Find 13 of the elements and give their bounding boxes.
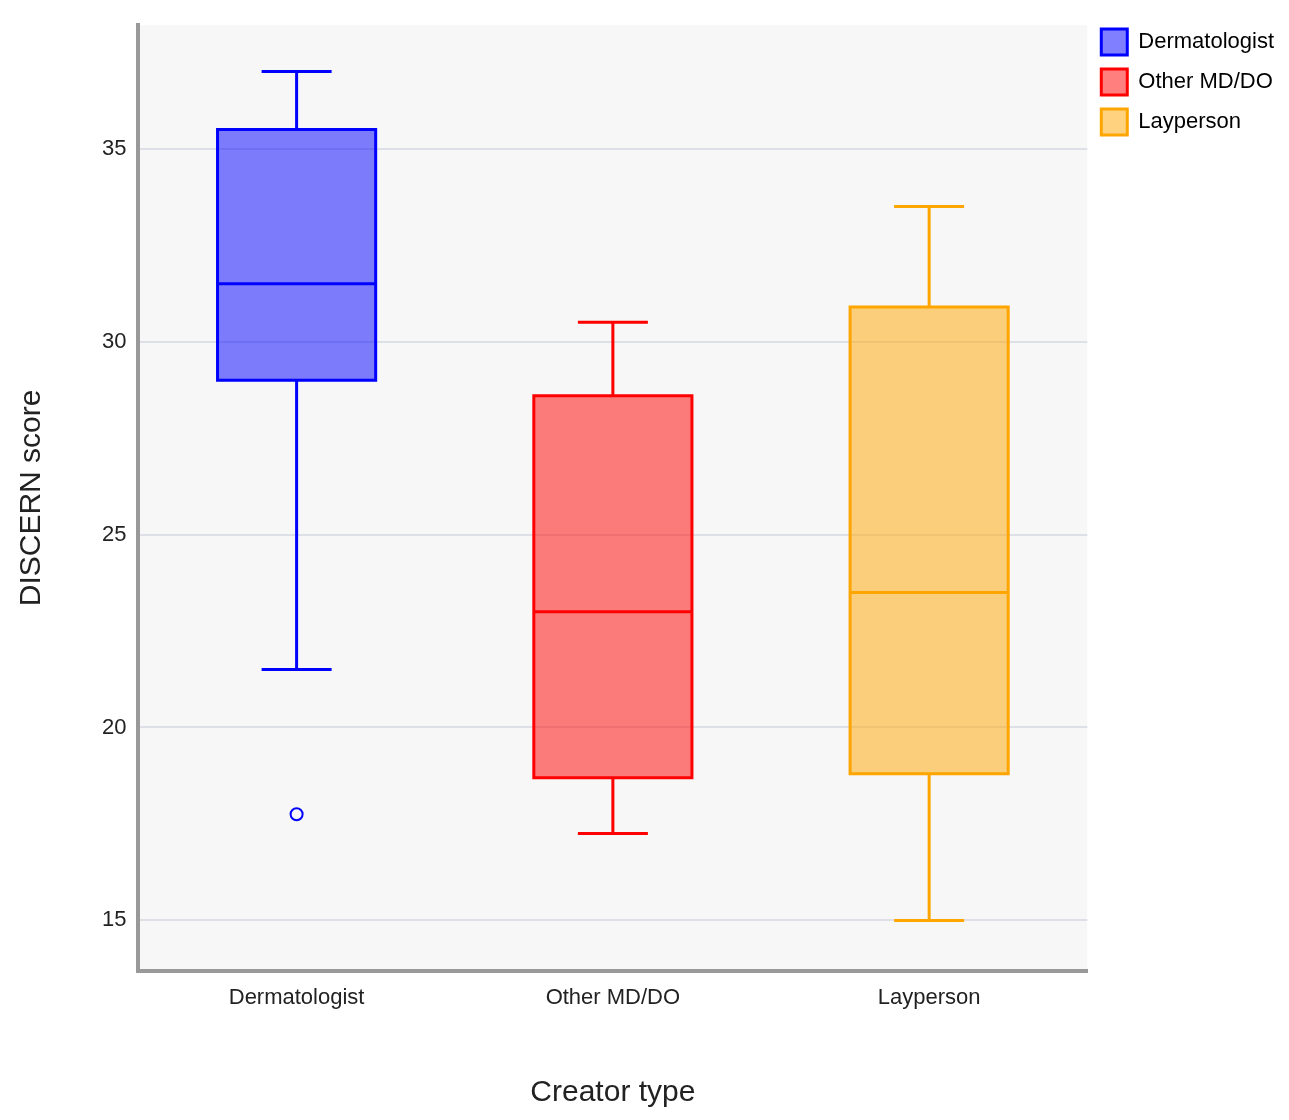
y-tick-label: 20 [101, 713, 127, 739]
y-tick-label: 35 [101, 134, 127, 160]
x-tick-label: Layperson [877, 983, 981, 1009]
x-axis-title: Creator type [530, 1074, 696, 1108]
legend-label: Dermatologist [1138, 28, 1274, 54]
y-axis-title: DISCERN score [13, 389, 47, 607]
x-tick-label: Dermatologist [228, 983, 365, 1009]
legend-label: Layperson [1138, 108, 1242, 134]
legend-label: Other MD/DO [1138, 68, 1273, 94]
y-tick-label: 30 [101, 327, 127, 353]
y-tick-label: 25 [101, 520, 127, 546]
y-tick-label: 15 [101, 906, 127, 932]
x-tick-label: Other MD/DO [545, 983, 681, 1009]
